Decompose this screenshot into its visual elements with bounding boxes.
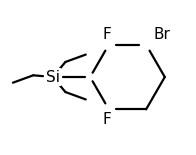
Text: Br: Br: [154, 27, 171, 42]
Text: F: F: [103, 27, 111, 42]
Text: Si: Si: [46, 69, 60, 84]
Text: F: F: [103, 112, 111, 127]
